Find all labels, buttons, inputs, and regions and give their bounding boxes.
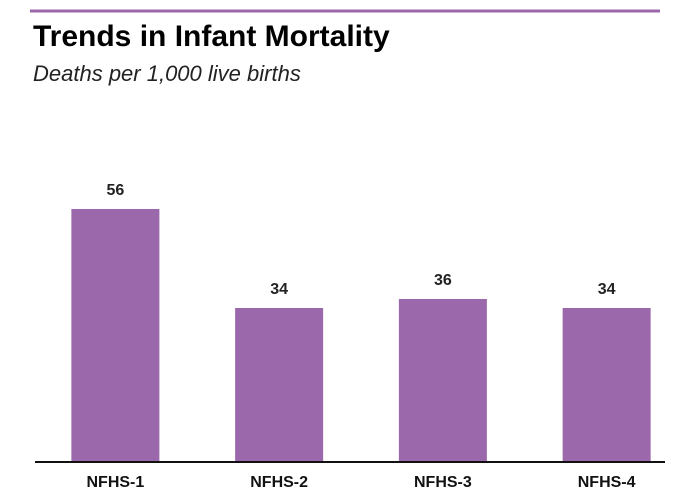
x-tick-label: NFHS-1: [86, 474, 144, 491]
value-label: 56: [106, 182, 124, 199]
value-label: 36: [434, 272, 452, 289]
bar: [562, 308, 651, 461]
chart-subtitle: Deaths per 1,000 live births: [33, 61, 301, 86]
bar: [71, 209, 160, 461]
bar: [398, 299, 487, 461]
bar: [235, 308, 324, 461]
x-tick-label: NFHS-2: [250, 474, 308, 491]
x-tick-label: NFHS-4: [578, 474, 636, 491]
x-tick-label: NFHS-3: [414, 474, 472, 491]
value-label: 34: [598, 281, 616, 298]
chart-title: Trends in Infant Mortality: [33, 20, 390, 53]
value-label: 34: [270, 281, 288, 298]
